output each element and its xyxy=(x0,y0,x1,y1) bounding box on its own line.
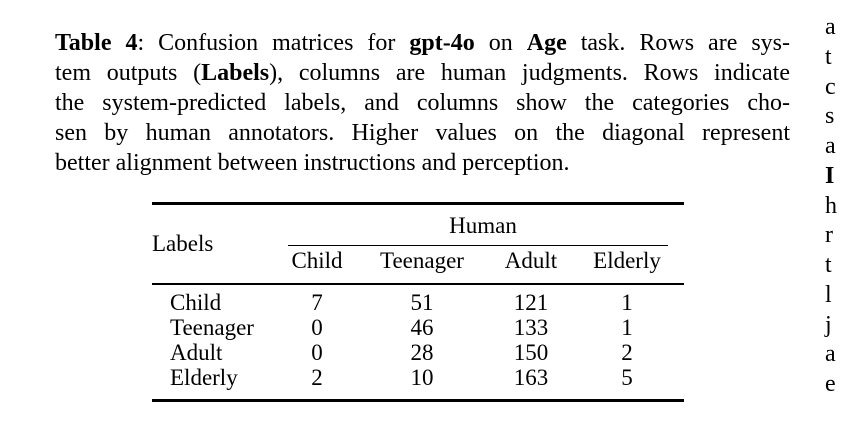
caption-text-segment: ), columns are human judgments. Rows ind… xyxy=(269,60,790,86)
column-text-fragment: I xyxy=(825,162,835,189)
caption-text-segment: gpt-4o xyxy=(409,30,475,56)
column-text-fragment: l xyxy=(825,281,832,308)
row-label-elderly: Elderly xyxy=(170,364,238,390)
row-label-adult: Adult xyxy=(170,339,223,365)
cell-teenager-adult: 133 xyxy=(513,314,549,340)
caption-text-segment: Age xyxy=(526,30,567,56)
human-group-header: Human xyxy=(282,204,684,246)
human-group-header-label: Human xyxy=(449,212,517,238)
cell-adult-teenager: 28 xyxy=(410,339,434,365)
table-row: Elderly 2 10 163 5 xyxy=(152,365,684,401)
cell-teenager-child: 0 xyxy=(311,314,323,340)
column-text-fragment: h xyxy=(825,192,837,219)
human-column-rule xyxy=(288,244,669,246)
adjacent-column-text: a t c s a I h r t l j a e xyxy=(825,13,842,400)
table-row: Child 7 51 121 1 xyxy=(152,284,684,315)
cell-elderly-elderly: 5 xyxy=(621,364,633,390)
column-text-fragment: a xyxy=(825,133,836,159)
caption-line-4: sen by human annotators. Higher values o… xyxy=(55,118,790,148)
caption-text-segment: sen by human annotators. Higher values o… xyxy=(55,120,790,146)
labels-corner-header: Labels xyxy=(152,203,282,285)
row-label-child: Child xyxy=(170,289,222,315)
cell-child-adult: 121 xyxy=(513,289,549,315)
column-text-fragment: j xyxy=(825,311,832,338)
table-row: Adult 0 28 150 2 xyxy=(152,340,684,365)
column-text-fragment: t xyxy=(825,43,832,70)
column-header-adult: Adult xyxy=(492,245,570,285)
caption-text-segment: better alignment between instructions an… xyxy=(55,150,570,176)
cell-teenager-teenager: 46 xyxy=(410,314,434,340)
column-text-fragment: c xyxy=(825,73,836,100)
column-text-fragment: a xyxy=(825,341,836,368)
column-text-fragment: t xyxy=(825,252,832,278)
column-header-elderly: Elderly xyxy=(570,245,685,285)
cell-child-teenager: 51 xyxy=(410,289,434,315)
caption-text-segment: : Confusion matrices for xyxy=(137,30,410,56)
column-header-child: Child xyxy=(282,245,352,285)
row-label-teenager: Teenager xyxy=(170,314,254,340)
caption-text-segment: on xyxy=(474,30,527,56)
table-caption: Table 4: Confusion matrices for gpt-4o o… xyxy=(55,28,790,178)
caption-text-segment: Table 4 xyxy=(55,30,138,56)
caption-line-2: tem outputs (Labels), columns are human … xyxy=(55,58,790,88)
cell-elderly-teenager: 10 xyxy=(410,364,434,390)
caption-line-5: better alignment between instructions an… xyxy=(55,148,790,178)
caption-line-3: the system-predicted labels, and columns… xyxy=(55,88,790,118)
column-text-fragment: s xyxy=(825,103,835,130)
cell-adult-child: 0 xyxy=(311,339,323,365)
caption-text-segment: the system-predicted labels, and columns… xyxy=(55,90,790,116)
cell-adult-adult: 150 xyxy=(513,339,549,365)
caption-text-segment: task. Rows are sys- xyxy=(566,30,791,56)
column-text-fragment: e xyxy=(825,371,836,397)
confusion-matrix-table: Labels Human Child Teenager Adult Elderl… xyxy=(152,202,685,402)
cell-adult-elderly: 2 xyxy=(621,339,633,365)
cell-elderly-child: 2 xyxy=(311,364,323,390)
cell-child-elderly: 1 xyxy=(621,289,633,315)
caption-text-segment: Labels xyxy=(201,60,270,86)
caption-line-1: Table 4: Confusion matrices for gpt-4o o… xyxy=(55,28,790,58)
column-text-fragment: r xyxy=(825,222,833,249)
column-header-teenager: Teenager xyxy=(352,245,492,285)
cell-teenager-elderly: 1 xyxy=(621,314,633,340)
table-row: Child Teenager Adult Elderly xyxy=(152,245,685,285)
table-row: Labels Human xyxy=(152,203,684,285)
cell-elderly-adult: 163 xyxy=(513,364,549,390)
cell-child-child: 7 xyxy=(311,289,323,315)
caption-text-segment: tem outputs ( xyxy=(55,60,202,86)
column-text-fragment: a xyxy=(825,14,836,40)
table-row: Teenager 0 46 133 1 xyxy=(152,315,684,340)
